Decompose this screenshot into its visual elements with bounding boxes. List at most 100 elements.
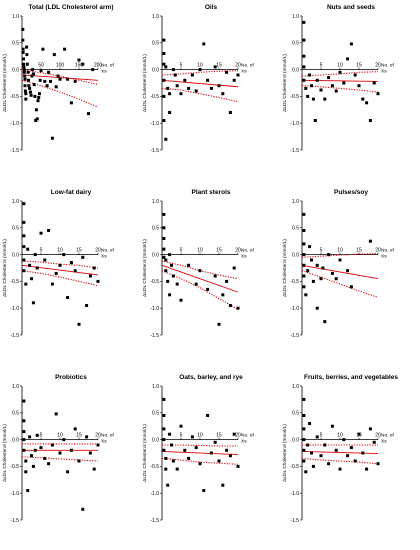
data-point: [88, 274, 92, 278]
chart-title: Probiotics: [55, 374, 87, 381]
x-tick-label: 200: [94, 63, 103, 69]
data-point: [302, 427, 306, 431]
x-tick-label: 20: [375, 248, 381, 254]
data-point: [302, 229, 306, 232]
data-point: [22, 245, 26, 249]
x-axis-label: No. of: [101, 433, 114, 439]
data-point: [346, 57, 350, 61]
data-point: [162, 397, 166, 401]
y-tick-label: -1.5: [290, 333, 299, 339]
data-point: [77, 58, 81, 62]
data-point: [323, 320, 327, 324]
x-tick-label: 50: [38, 63, 44, 69]
regression-line: [301, 450, 379, 454]
data-point: [66, 470, 70, 474]
data-point: [162, 237, 166, 240]
data-point: [315, 435, 319, 439]
ci-lower-line: [21, 270, 99, 287]
data-point: [368, 427, 372, 431]
data-point: [304, 470, 308, 474]
x-axis-label: Xs: [241, 254, 247, 260]
data-point: [164, 137, 168, 141]
data-point: [302, 459, 306, 463]
x-axis-label: Xs: [101, 439, 107, 445]
data-point: [334, 89, 338, 93]
data-point: [47, 462, 51, 466]
data-point: [22, 65, 26, 69]
data-point: [77, 322, 81, 326]
data-point: [213, 65, 217, 69]
data-point: [164, 269, 168, 273]
data-point: [376, 92, 380, 96]
data-point: [164, 456, 168, 460]
data-point: [342, 438, 346, 442]
x-tick-label: 20: [375, 63, 381, 69]
data-point: [69, 448, 73, 452]
x-tick-label: 100: [56, 63, 65, 69]
data-point: [162, 226, 166, 230]
y-tick-label: 0.0: [12, 252, 19, 258]
y-axis-label: ΔLDL Cholesterol (mmol/L): [282, 54, 288, 112]
data-point: [187, 456, 191, 460]
data-point: [225, 279, 229, 283]
x-tick-label: 20: [235, 248, 241, 254]
x-tick-label: 10: [57, 433, 63, 439]
x-tick-label: 10: [197, 63, 203, 69]
x-tick-label: 20: [375, 433, 381, 439]
data-point: [330, 84, 334, 88]
data-point: [30, 74, 34, 78]
data-point: [228, 454, 232, 458]
data-point: [39, 69, 43, 73]
data-point: [306, 443, 310, 447]
data-point: [349, 285, 353, 289]
chart-panel: Probiotics 1.0 0.5 0.0 -0.5 -1.0 -1.5 5 10 15 20 No…: [0, 370, 140, 550]
data-point: [346, 269, 350, 273]
data-point: [221, 92, 225, 96]
data-point: [54, 412, 58, 416]
y-tick-label: 0.0: [152, 437, 159, 443]
data-point: [30, 277, 33, 281]
data-point: [338, 70, 342, 74]
data-point: [41, 47, 45, 51]
data-point: [26, 70, 30, 74]
data-point: [62, 253, 66, 257]
data-point: [162, 414, 166, 417]
chart-panel: Plant sterols 1.0 0.5 0.0 -0.5 -1.0 -1.5 5 10 15 2…: [140, 185, 280, 365]
data-point: [330, 271, 334, 275]
chart-panel: Low-fat dairy 1.0 0.5 0.0 -0.5 -1.0 -1.5 5 10 15 2…: [0, 185, 140, 365]
data-point: [28, 263, 32, 267]
y-tick-label: -1.5: [290, 148, 299, 154]
x-tick-label: 15: [216, 63, 222, 69]
data-point: [221, 483, 225, 487]
data-point: [87, 112, 90, 116]
y-tick-label: -0.5: [150, 94, 159, 100]
data-point: [194, 282, 198, 286]
data-point: [302, 253, 306, 257]
data-point: [170, 443, 173, 447]
x-tick-label: 10: [197, 433, 203, 439]
y-tick-label: 0.5: [152, 411, 159, 417]
x-tick-label: 5: [40, 433, 43, 439]
data-point: [365, 467, 369, 471]
data-point: [69, 101, 73, 105]
ci-upper-line: [301, 71, 379, 77]
data-point: [198, 68, 202, 72]
data-point: [171, 274, 175, 278]
data-point: [304, 293, 308, 297]
y-tick-label: -1.5: [10, 333, 19, 339]
data-point: [28, 90, 32, 94]
y-tick-label: -1.5: [150, 148, 159, 154]
y-tick-label: -1.0: [150, 306, 159, 312]
data-point: [54, 85, 58, 89]
data-point: [198, 462, 202, 466]
y-axis-label: ΔLDL Cholesterol (mmol/L): [2, 54, 8, 112]
data-point: [28, 435, 32, 439]
x-axis-label: No. of: [381, 433, 394, 439]
y-tick-label: -0.5: [290, 94, 299, 100]
